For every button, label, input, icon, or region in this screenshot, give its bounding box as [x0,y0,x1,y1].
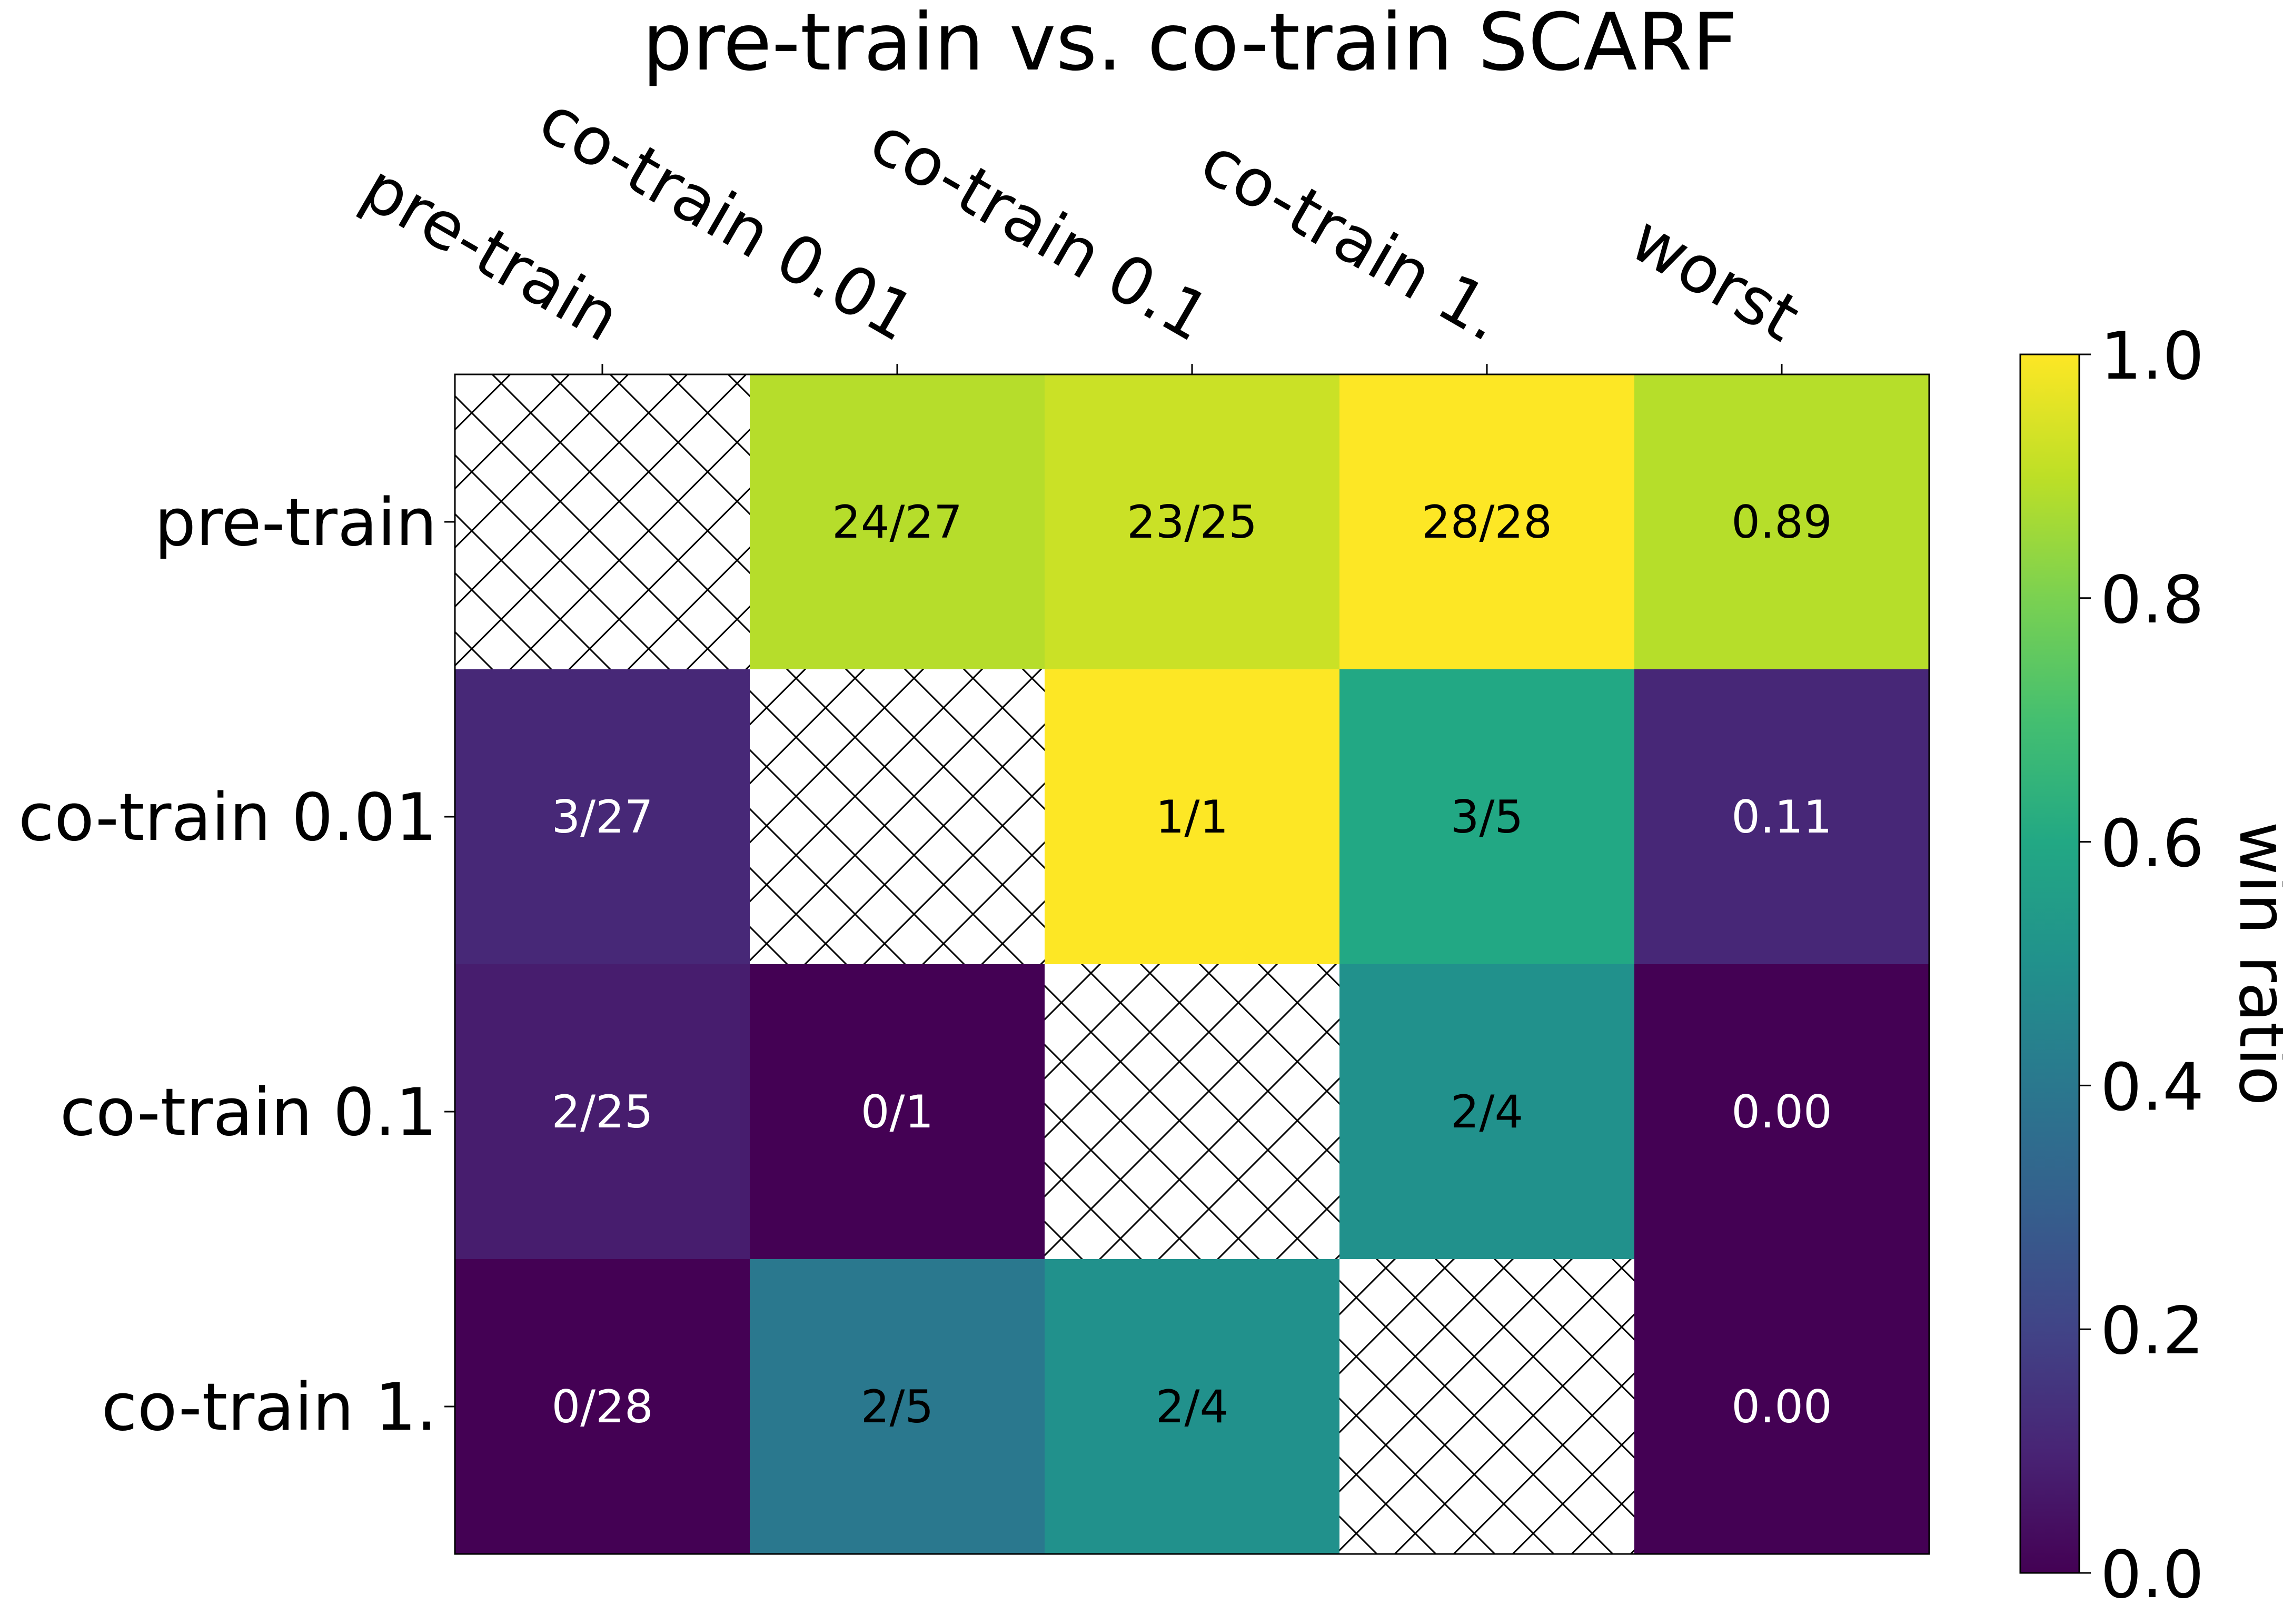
cell-label: 24/27 [832,496,962,549]
cell-label: 2/4 [1156,1381,1228,1433]
heatmap-cell [750,964,1045,1259]
cell-label: 28/28 [1422,496,1552,549]
colorbar-tick-label: 1.0 [2100,319,2204,394]
heatmap-cell [750,374,1045,669]
heatmap-cell [1339,669,1634,964]
cell-labels: 24/27 23/25 28/28 0.89 3/27 1/1 3/5 0.11 2/25 0/1… [551,496,1832,1433]
cell-label: 2/25 [551,1086,653,1138]
cell-label: 1/1 [1156,791,1228,844]
column-tick-label: co-train 0.1 [858,102,1222,357]
colorbar-label: win ratio [2225,821,2283,1106]
row-tick-label: co-train 1. [102,1370,437,1445]
hatched-cell [750,669,1045,964]
column-tick-label: worst [1618,201,1812,357]
cell-label: 2/5 [861,1381,934,1433]
row-tick-labels: pre-train co-train 0.01 co-train 0.1 co-tra… [18,485,455,1445]
colorbar-tick-label: 0.8 [2100,562,2204,638]
heatmap-cell [455,669,750,964]
cell-label: 0/28 [551,1381,653,1433]
hatched-cell [455,374,750,669]
row-tick-label: pre-train [154,485,437,561]
colorbar-tick-label: 0.0 [2100,1537,2204,1613]
cell-label: 0/1 [861,1086,934,1138]
cell-label: 2/4 [1451,1086,1523,1138]
hatched-cell [1045,964,1339,1259]
cell-label: 3/27 [551,791,653,844]
heatmap-cell [1045,669,1339,964]
heatmap-cell [1634,374,1929,669]
heatmap-cell [1634,669,1929,964]
colorbar-tick-label: 0.6 [2100,806,2204,882]
heatmap-cells [455,374,1929,1554]
heatmap-cell [1634,1259,1929,1554]
hatched-cell [1339,1259,1634,1554]
heatmap-cell [455,1259,750,1554]
heatmap-cell [455,964,750,1259]
heatmap-cell [1339,964,1634,1259]
colorbar-tick-label: 0.2 [2100,1293,2204,1369]
heatmap-cell [1339,374,1634,669]
cell-label: 3/5 [1451,791,1523,844]
chart-title: pre-train vs. co-train SCARF [642,0,1738,88]
row-tick-label: co-train 0.01 [18,780,437,856]
column-tick-label: co-train 1. [1188,123,1517,357]
cell-label: 0.00 [1731,1086,1832,1138]
heatmap-cell [1634,964,1929,1259]
heatmap-cell [1045,1259,1339,1554]
cell-label: 0.89 [1731,496,1832,549]
colorbar-gradient [2019,353,2080,1574]
cell-label: 0.00 [1731,1381,1832,1433]
colorbar: 0.0 0.2 0.4 0.6 0.8 1.0 win ratio [2019,319,2283,1613]
row-tick-label: co-train 0.1 [60,1075,437,1151]
heatmap-cell [1045,374,1339,669]
cell-label: 0.11 [1731,791,1832,844]
heatmap-cell [750,1259,1045,1554]
colorbar-ticks: 0.0 0.2 0.4 0.6 0.8 1.0 [2079,319,2204,1613]
colorbar-tick-label: 0.4 [2100,1049,2204,1125]
cell-label: 23/25 [1127,496,1257,549]
